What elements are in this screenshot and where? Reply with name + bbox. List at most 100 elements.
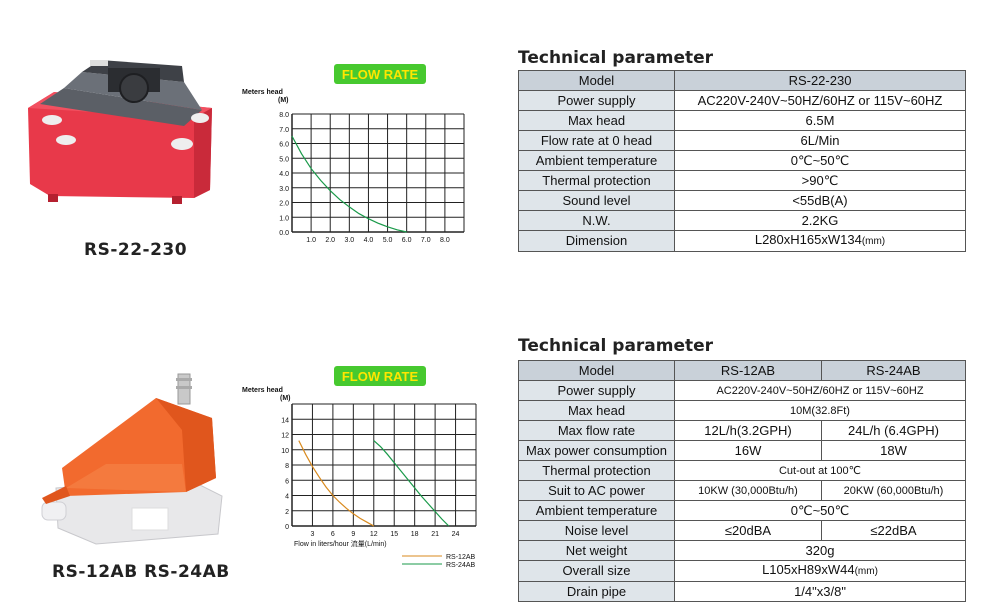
param-label: Net weight [518,540,675,561]
series-line-rs-24ab [373,440,450,527]
y-tick-label: 8 [285,463,289,470]
y-axis-unit: (M) [280,395,291,402]
x-tick-label: 4.0 [364,237,374,244]
param-value: 16W [674,440,822,461]
param-value: 12L/h(3.2GPH) [674,420,822,441]
y-axis-label: Meters head [242,387,283,394]
flow-rate-badge [334,64,426,84]
y-tick-label: 0 [285,524,289,531]
y-axis-unit: (M) [278,97,289,104]
param-label: Thermal protection [518,170,675,191]
param-label: Model [518,360,675,381]
flow-rate-badge-text: FLOW RATE [342,369,419,384]
x-tick-label: 24 [452,531,460,538]
param-label: Power supply [518,90,675,111]
table-row: Ambient temperature 0℃~50℃ [518,150,966,171]
table-row: Net weight 320g [518,540,966,561]
param-value: >90℃ [674,170,966,191]
param-value: 20KW (60,000Btu/h) [821,480,966,501]
param-label: Model [518,70,675,91]
param-value: 10KW (30,000Btu/h) [674,480,822,501]
param-label: Max head [518,400,675,421]
flow-rate-badge [334,366,426,386]
param-value: 0℃~50℃ [674,150,966,171]
param-value: 10M(32.8Ft) [674,400,966,421]
param-label: Suit to AC power [518,480,675,501]
x-tick-label: 18 [411,531,419,538]
x-tick-label: 15 [390,531,398,538]
y-tick-label: 2 [285,509,289,516]
table-row: Thermal protection >90℃ [518,170,966,191]
x-tick-label: 6 [331,531,335,538]
param-value: 1/4"x3/8" [674,581,966,602]
y-tick-label: 6 [285,478,289,485]
flow-rate-chart-1: FLOW RATE Meters head(M) 0.0 1.0 2.0 3.0 4.0 5.… [242,64,465,244]
param-value: 6.5M [674,110,966,131]
y-tick-label: 4.0 [279,171,289,178]
y-tick-label: 0.0 [279,230,289,237]
spec-table-1: Model RS-22-230 Power supply AC220V-240V~50… [518,70,966,252]
param-value: RS-24AB [821,360,966,381]
table-row: Overall size L105xH89xW44(mm) [518,560,966,582]
param-value: 24L/h (6.4GPH) [821,420,966,441]
param-label: Max power consumption [518,440,675,461]
table-row: Ambient temperature 0℃~50℃ [518,500,966,521]
x-tick-label: 3.0 [344,237,354,244]
pump-image-rs-22-230 [28,60,212,204]
table-row: Model RS-12AB RS-24AB [518,360,966,381]
y-tick-label: 2.0 [279,201,289,208]
table-row: Thermal protection Cut-out at 100℃ [518,460,966,481]
x-tick-label: 9 [351,531,355,538]
y-tick-label: 8.0 [279,112,289,119]
table-row: Dimension L280xH165xW134(mm) [518,230,966,252]
x-tick-label: 21 [431,531,439,538]
y-tick-label: 14 [281,417,289,424]
x-axis-label: Flow in liters/hour 流量(L/min) [294,539,387,548]
section-title-1: Technical parameter [518,48,714,68]
y-tick-label: 6.0 [279,142,289,149]
section-title-2: Technical parameter [518,336,714,356]
param-label: Thermal protection [518,460,675,481]
table-row: Max head 10M(32.8Ft) [518,400,966,421]
param-value: L105xH89xW44(mm) [674,560,966,582]
y-tick-label: 7.0 [279,127,289,134]
x-tick-label: 5.0 [383,237,393,244]
param-label: Ambient temperature [518,150,675,171]
table-row: Suit to AC power 10KW (30,000Btu/h) 20KW (… [518,480,966,501]
param-value: AC220V-240V~50HZ/60HZ or 115V~60HZ [674,90,966,111]
spec-table-2: Model RS-12AB RS-24AB Power supply AC220V-24… [518,360,966,602]
table-row: N.W. 2.2KG [518,210,966,231]
param-label: Power supply [518,380,675,401]
table-row: Max flow rate 12L/h(3.2GPH) 24L/h (6.4GPH) [518,420,966,441]
table-row: Power supply AC220V-240V~50HZ/60HZ or 115… [518,380,966,401]
table-row: Power supply AC220V-240V~50HZ/60HZ or 115… [518,90,966,111]
y-tick-label: 10 [281,448,289,455]
param-value: 2.2KG [674,210,966,231]
param-value: RS-12AB [674,360,822,381]
param-value: AC220V-240V~50HZ/60HZ or 115V~60HZ [674,380,966,401]
model-label-rs-22-230: RS-22-230 [84,240,188,260]
param-label: Dimension [518,230,675,252]
table-row: Drain pipe 1/4"x3/8" [518,581,966,602]
table-row: Max head 6.5M [518,110,966,131]
series-line-rs-12ab [298,440,375,527]
param-value: 320g [674,540,966,561]
param-label: Noise level [518,520,675,541]
param-label: Sound level [518,190,675,211]
param-label: Ambient temperature [518,500,675,521]
legend-label: RS-12AB [446,554,476,561]
x-tick-label: 3 [310,531,314,538]
flow-rate-chart-2: FLOW RATE Meters head(M) 0 24 6 8 10 12 14 3 6 9 12 1… [242,366,477,569]
param-value: L280xH165xW134(mm) [674,230,966,252]
x-tick-label: 12 [370,531,378,538]
table-row: Flow rate at 0 head 6L/Min [518,130,966,151]
x-tick-label: 2.0 [325,237,335,244]
param-value: RS-22-230 [674,70,966,91]
y-tick-label: 12 [281,433,289,440]
x-tick-label: 1.0 [306,237,316,244]
param-value: Cut-out at 100℃ [674,460,966,481]
table-row: Sound level <55dB(A) [518,190,966,211]
param-value: ≤20dBA [674,520,822,541]
param-value: ≤22dBA [821,520,966,541]
pump-image-rs-12ab [41,373,223,545]
